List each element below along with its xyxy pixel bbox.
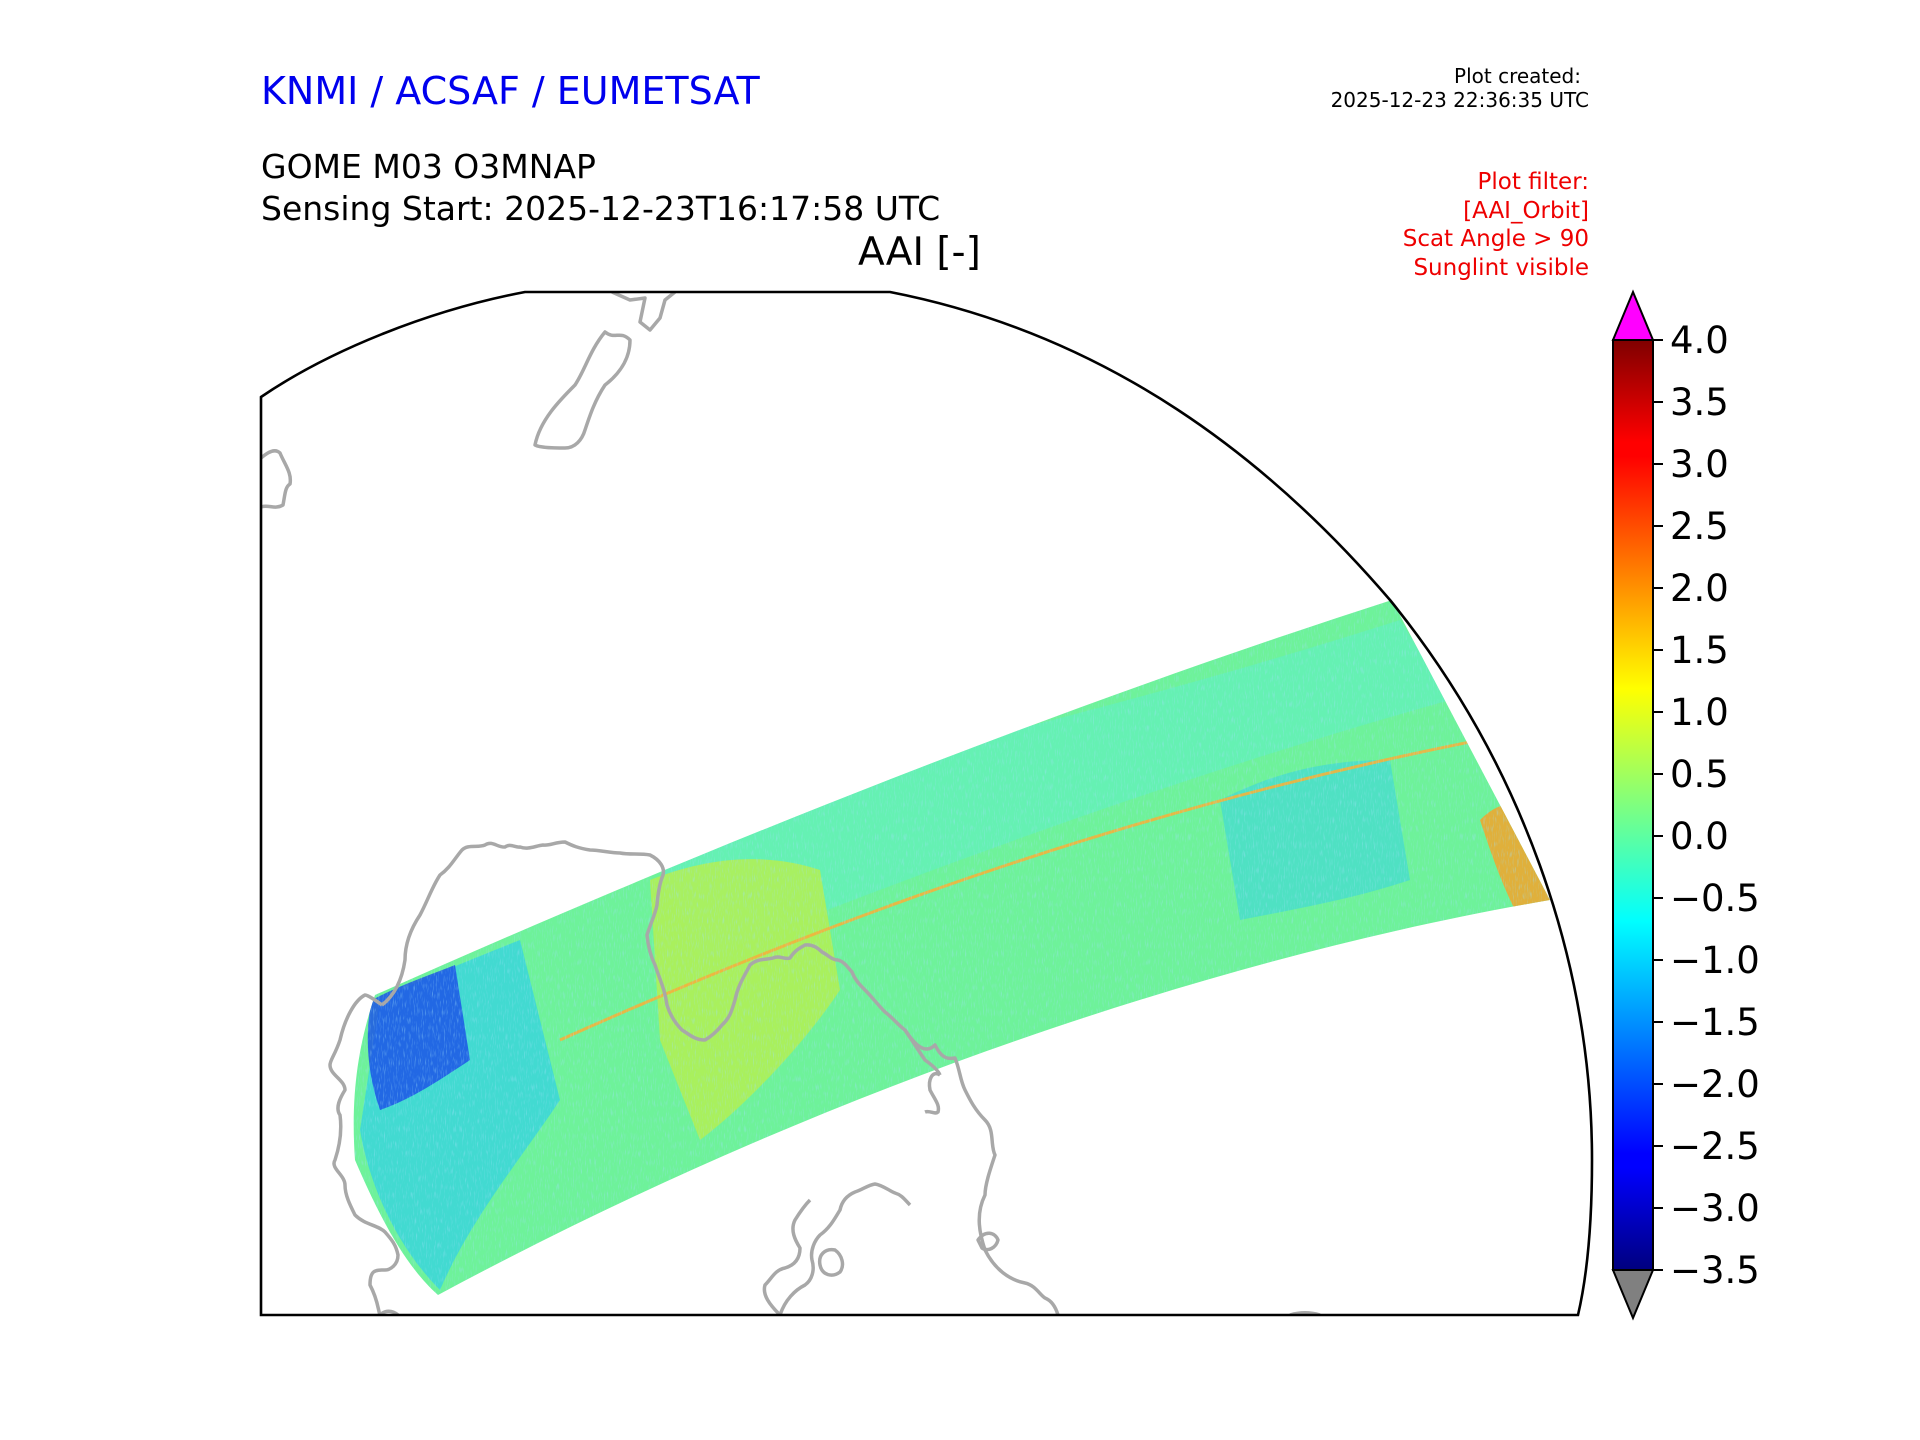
colorbar-tick-label: 3.0: [1670, 443, 1729, 486]
colorbar-gradient: [1613, 340, 1653, 1270]
isle-small: [976, 1231, 1000, 1252]
coast-west-top: [261, 449, 293, 509]
plot-filter-item: Scat Angle > 90: [1402, 226, 1589, 252]
coast-south-west: [762, 1198, 812, 1315]
colorbar-tick-label: 0.5: [1670, 753, 1729, 796]
colorbar-tick-label: −3.5: [1670, 1249, 1760, 1292]
coast-south: [778, 1182, 912, 1315]
aai-swath: [353, 600, 1550, 1295]
plot-created-label: Plot created:: [1454, 64, 1581, 88]
product-title: GOME M03 O3MNAP: [261, 147, 596, 186]
colorbar-tick-label: −1.5: [1670, 1001, 1760, 1044]
peninsula: [903, 1029, 1060, 1315]
colorbar-tick-label: −0.5: [1670, 877, 1760, 920]
colorbar-tick-label: −3.0: [1670, 1187, 1760, 1230]
colorbar-tick-label: 1.0: [1670, 691, 1729, 734]
colorbar-tick-label: 0.0: [1670, 815, 1729, 858]
island-north: [611, 292, 677, 332]
colorbar-extend-max: [1611, 289, 1655, 341]
organization-title: KNMI / ACSAF / EUMETSAT: [261, 69, 760, 113]
plot-filter-heading: Plot filter:: [1477, 169, 1589, 195]
colorbar-tick-label: −1.0: [1670, 939, 1760, 982]
colorbar-tick-label: 2.0: [1670, 567, 1729, 610]
continent-main: [380, 840, 942, 1076]
plot-filter-item: [AAI_Orbit]: [1463, 198, 1589, 224]
colorbar-tick-label: 3.5: [1670, 381, 1729, 424]
colorbar-tick-label: 1.5: [1670, 629, 1729, 672]
colorbar-extend-min: [1611, 1269, 1655, 1321]
continent-west: [328, 993, 400, 1315]
plot-filter-item: Sunglint visible: [1413, 255, 1589, 281]
colorbar-outline: [1612, 339, 1654, 1271]
colorbar-tick-label: −2.0: [1670, 1063, 1760, 1106]
isle-east: [924, 1072, 941, 1115]
colorbar-tick-label: 2.5: [1670, 505, 1729, 548]
colorbar-tick-label: −2.5: [1670, 1125, 1760, 1168]
sensing-start: Sensing Start: 2025-12-23T16:17:58 UTC: [261, 189, 941, 228]
colorbar-tick-label: 4.0: [1670, 319, 1729, 362]
map-boundary: [259, 290, 1594, 1317]
plot-created-time: 2025-12-23 22:36:35 UTC: [1330, 88, 1589, 112]
colorbar: 4.0 3.5 3.0 2.5 2.0 1.5 1.0 0.5 0.0 −0.5 −1.0 −1.5 −…: [1611, 289, 1760, 1321]
isle-south: [817, 1247, 845, 1277]
island-north-long: [533, 330, 632, 450]
variable-title: AAI [-]: [858, 230, 981, 275]
